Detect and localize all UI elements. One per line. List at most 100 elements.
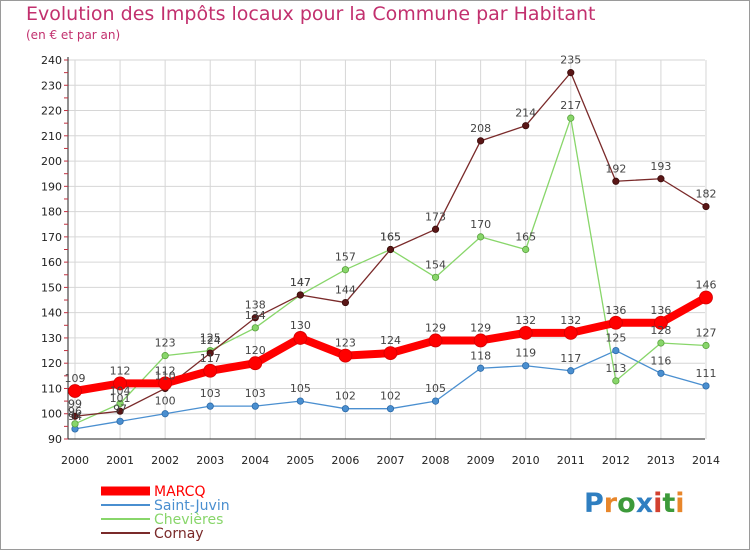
data-point: [612, 346, 620, 355]
data-point: [158, 376, 173, 391]
data-label: 96: [68, 405, 82, 418]
data-label: 154: [425, 258, 446, 271]
data-point: [71, 420, 79, 428]
data-label: 103: [245, 387, 266, 400]
data-point: [386, 245, 395, 254]
data-label: 112: [110, 364, 131, 377]
data-point: [251, 314, 259, 322]
y-tick-label: 140: [41, 307, 62, 320]
data-label: 105: [425, 382, 446, 395]
x-tick-label: 2010: [512, 454, 540, 467]
data-point: [113, 376, 127, 391]
data-point: [567, 69, 575, 77]
data-label: 117: [200, 352, 221, 365]
data-point: [702, 202, 710, 211]
data-label: 136: [605, 304, 626, 317]
logo-letter: i: [653, 488, 663, 519]
data-point: [71, 412, 79, 420]
data-label: 129: [470, 321, 491, 334]
data-label: 112: [155, 364, 176, 377]
x-tick-label: 2000: [61, 454, 89, 467]
data-point: [251, 402, 259, 410]
data-label: 101: [110, 392, 131, 405]
data-label: 124: [380, 334, 401, 347]
data-label: 110: [155, 369, 176, 382]
data-point: [563, 325, 578, 340]
data-point: [657, 369, 665, 377]
data-label: 132: [560, 314, 581, 327]
legend-label: Cornay: [154, 526, 204, 542]
data-label: 125: [605, 332, 626, 345]
data-label: 235: [560, 54, 581, 67]
data-label: 165: [380, 231, 401, 244]
data-label: 99: [68, 397, 82, 410]
data-point: [383, 346, 398, 360]
data-label: 170: [470, 218, 491, 231]
data-point: [612, 177, 620, 185]
data-point: [473, 333, 488, 348]
data-label: 117: [560, 352, 581, 365]
data-label: 94: [68, 410, 82, 423]
data-label: 123: [155, 337, 176, 350]
data-point: [567, 367, 575, 375]
data-label: 165: [515, 231, 536, 244]
data-label: 208: [470, 122, 491, 135]
data-label: 123: [335, 337, 356, 350]
y-tick-label: 100: [41, 408, 62, 421]
data-label: 104: [110, 385, 131, 398]
data-point: [116, 417, 124, 425]
data-label: 147: [290, 276, 311, 289]
proxiti-logo: Proxiti: [584, 488, 685, 519]
logo-letter: x: [635, 488, 654, 519]
data-point: [296, 397, 304, 405]
data-point: [657, 339, 665, 347]
data-label: 157: [335, 251, 356, 264]
data-point: [116, 400, 124, 408]
data-label: 120: [245, 344, 266, 357]
data-point: [431, 397, 440, 405]
data-label: 165: [380, 231, 401, 244]
y-tick-label: 130: [41, 332, 62, 345]
chart-subtitle: (en € et par an): [26, 28, 121, 42]
x-tick-label: 2002: [151, 454, 179, 467]
y-tick-label: 120: [41, 357, 62, 370]
data-point: [251, 324, 259, 332]
y-tick-label: 90: [48, 433, 62, 446]
data-label: 173: [425, 210, 446, 223]
data-label: 111: [695, 367, 716, 380]
data-label: 146: [695, 279, 716, 292]
data-point: [428, 333, 443, 348]
data-label: 105: [290, 382, 311, 395]
data-point: [654, 315, 668, 330]
data-point: [161, 352, 169, 360]
data-label: 136: [650, 304, 671, 317]
data-label: 118: [470, 349, 491, 362]
data-label: 129: [425, 321, 446, 334]
data-point: [522, 245, 530, 254]
data-point: [203, 363, 218, 378]
x-tick-label: 2012: [602, 454, 630, 467]
data-point: [338, 348, 353, 363]
data-label: 127: [695, 327, 716, 340]
y-tick-label: 150: [41, 281, 62, 294]
x-tick-label: 2014: [692, 454, 720, 467]
data-point: [386, 405, 395, 413]
x-tick-label: 2008: [422, 454, 450, 467]
data-label: 109: [65, 372, 86, 385]
data-point: [341, 298, 350, 307]
data-label: 102: [335, 390, 356, 403]
data-point: [699, 290, 713, 305]
data-point: [612, 377, 620, 385]
data-point: [248, 356, 263, 371]
data-point: [68, 384, 82, 398]
x-tick-label: 2009: [467, 454, 495, 467]
logo-letter: r: [603, 488, 618, 519]
data-label: 132: [515, 314, 536, 327]
data-label: 103: [200, 387, 221, 400]
legend-label: MARCQ: [154, 484, 205, 500]
logo-letter: t: [662, 488, 676, 519]
data-label: 113: [605, 362, 626, 375]
data-point: [161, 410, 169, 418]
